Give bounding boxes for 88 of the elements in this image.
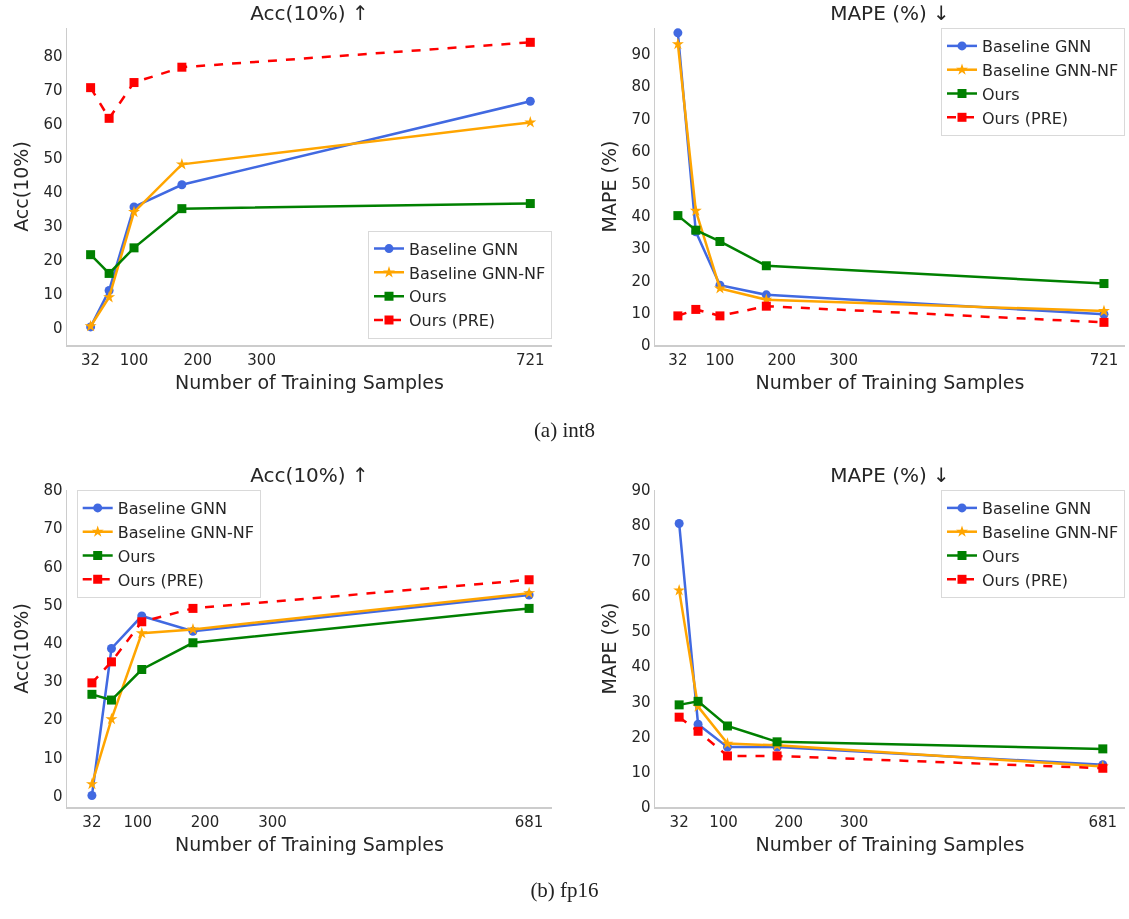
y-tick-label: 70 bbox=[631, 551, 651, 570]
legend-label: Ours bbox=[409, 287, 447, 307]
y-tick-label: 60 bbox=[631, 586, 651, 605]
legend-label: Baseline GNN bbox=[982, 499, 1092, 519]
chart-title: Acc(10%) ↑ bbox=[250, 463, 369, 487]
legend-label: Baseline GNN-NF bbox=[117, 522, 254, 542]
legend-label: Ours (PRE) bbox=[982, 570, 1069, 590]
x-tick-label: 200 bbox=[183, 350, 213, 369]
y-tick-label: 60 bbox=[631, 142, 651, 161]
x-tick-label: 200 bbox=[190, 812, 220, 831]
x-tick-label: 100 bbox=[705, 350, 735, 369]
x-tick-label: 681 bbox=[514, 812, 544, 831]
y-tick-label: 90 bbox=[631, 481, 651, 500]
legend-label: Baseline GNN-NF bbox=[982, 60, 1119, 80]
y-tick-label: 10 bbox=[43, 285, 63, 304]
y-tick-label: 0 bbox=[52, 786, 63, 805]
legend-label: Ours (PRE) bbox=[982, 108, 1069, 128]
y-tick-label: 50 bbox=[43, 595, 63, 614]
y-tick-label: 10 bbox=[631, 763, 651, 782]
y-tick-label: 40 bbox=[631, 657, 651, 676]
x-tick-label: 100 bbox=[123, 812, 153, 831]
y-tick-label: 20 bbox=[631, 271, 651, 290]
y-tick-label: 70 bbox=[631, 109, 651, 128]
y-tick-label: 20 bbox=[631, 727, 651, 746]
y-tick-label: 30 bbox=[43, 672, 63, 691]
x-tick-label: 300 bbox=[247, 350, 276, 369]
x-tick-label: 32 bbox=[81, 350, 101, 369]
y-tick-label: 30 bbox=[631, 239, 651, 258]
x-tick-label: 721 bbox=[1089, 350, 1119, 369]
x-axis-title: Number of Training Samples bbox=[755, 371, 1025, 394]
text: (a) int8 bbox=[532, 418, 597, 443]
y-tick-label: 40 bbox=[631, 206, 651, 225]
y-tick-label: 80 bbox=[43, 481, 63, 500]
y-axis-title: MAPE (%) bbox=[597, 602, 620, 695]
x-tick-label: 300 bbox=[829, 350, 858, 369]
y-tick-label: 60 bbox=[43, 114, 63, 133]
legend-label: Ours (PRE) bbox=[117, 570, 204, 590]
y-tick-label: 20 bbox=[43, 251, 63, 270]
y-tick-label: 50 bbox=[631, 622, 651, 641]
y-tick-label: 50 bbox=[43, 148, 63, 167]
x-tick-label: 100 bbox=[709, 812, 738, 831]
x-tick-label: 721 bbox=[515, 350, 545, 369]
legend-label: Ours (PRE) bbox=[409, 311, 496, 331]
x-tick-label: 32 bbox=[668, 350, 688, 369]
x-axis-title: Number of Training Samples bbox=[175, 833, 444, 856]
legend-label: Baseline GNN-NF bbox=[409, 263, 546, 283]
y-tick-label: 40 bbox=[43, 634, 63, 653]
x-tick-label: 32 bbox=[669, 812, 689, 831]
chart-title: MAPE (%) ↓ bbox=[830, 1, 950, 25]
y-axis-title: Acc(10%) bbox=[9, 141, 32, 232]
y-tick-label: 80 bbox=[43, 46, 63, 65]
legend-label: Ours bbox=[117, 546, 156, 566]
x-axis-title: Number of Training Samples bbox=[755, 833, 1025, 856]
x-tick-label: 100 bbox=[119, 350, 149, 369]
x-tick-label: 200 bbox=[767, 350, 797, 369]
y-tick-label: 50 bbox=[631, 174, 651, 193]
chart-title: Acc(10%) ↑ bbox=[250, 1, 369, 25]
y-tick-label: 10 bbox=[631, 303, 651, 322]
x-tick-label: 681 bbox=[1088, 812, 1118, 831]
text: (b) fp16 bbox=[529, 878, 600, 903]
y-tick-label: 70 bbox=[43, 80, 63, 99]
legend-label: Baseline GNN-NF bbox=[982, 522, 1119, 542]
chart-title: MAPE (%) ↓ bbox=[830, 463, 950, 487]
y-tick-label: 40 bbox=[43, 182, 63, 201]
x-tick-label: 200 bbox=[774, 812, 804, 831]
y-tick-label: 0 bbox=[640, 336, 651, 355]
y-tick-label: 70 bbox=[43, 519, 63, 538]
y-tick-label: 10 bbox=[43, 748, 63, 767]
y-tick-label: 80 bbox=[631, 77, 651, 96]
y-tick-label: 90 bbox=[631, 45, 651, 64]
x-tick-label: 300 bbox=[258, 812, 287, 831]
legend-label: Baseline GNN bbox=[117, 499, 227, 519]
x-tick-label: 300 bbox=[839, 812, 869, 831]
y-tick-label: 80 bbox=[631, 516, 651, 535]
y-tick-label: 30 bbox=[631, 692, 651, 711]
y-tick-label: 0 bbox=[640, 798, 651, 817]
y-tick-label: 60 bbox=[43, 557, 63, 576]
legend-label: Ours bbox=[982, 546, 1020, 566]
y-tick-label: 30 bbox=[43, 216, 63, 235]
legend-label: Baseline GNN bbox=[409, 239, 519, 259]
y-tick-label: 20 bbox=[43, 710, 63, 729]
y-axis-title: MAPE (%) bbox=[597, 140, 620, 233]
y-tick-label: 0 bbox=[52, 319, 63, 338]
legend-label: Baseline GNN bbox=[982, 37, 1092, 57]
x-axis-title: Number of Training Samples bbox=[175, 371, 444, 394]
legend-label: Ours bbox=[982, 84, 1020, 104]
y-axis-title: Acc(10%) bbox=[9, 603, 32, 694]
x-tick-label: 32 bbox=[82, 812, 102, 831]
